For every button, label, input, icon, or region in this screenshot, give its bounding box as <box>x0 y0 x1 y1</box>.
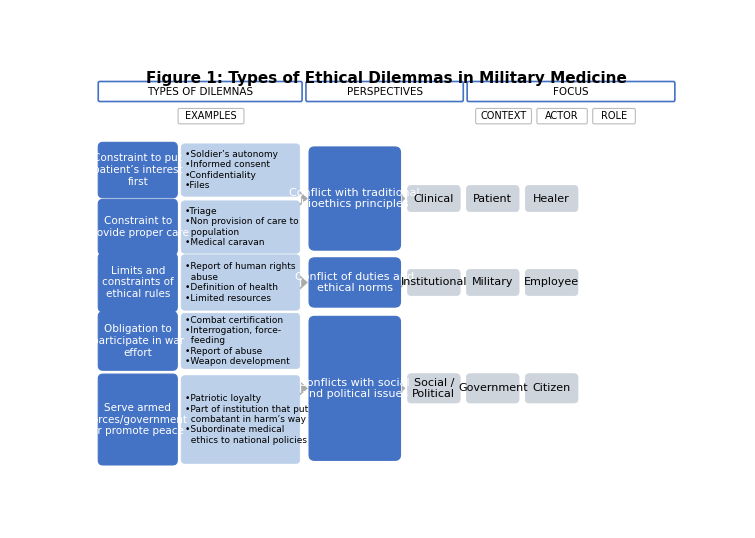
Polygon shape <box>396 274 405 291</box>
FancyBboxPatch shape <box>309 258 400 307</box>
FancyBboxPatch shape <box>306 81 464 102</box>
FancyBboxPatch shape <box>408 186 461 211</box>
Text: Obligation to
participate in war
effort: Obligation to participate in war effort <box>91 324 183 358</box>
Text: Government: Government <box>458 384 528 393</box>
Text: •Soldier’s autonomy
•Informed consent
•Confidentiality
•Files: •Soldier’s autonomy •Informed consent •C… <box>185 150 278 190</box>
Text: •Combat certification
•Interrogation, force-
  feeding
•Report of abuse
•Weapon : •Combat certification •Interrogation, fo… <box>185 316 290 366</box>
FancyBboxPatch shape <box>181 313 300 369</box>
Polygon shape <box>396 380 405 397</box>
Polygon shape <box>298 190 307 207</box>
Text: Constraint to put
patient’s interest
first: Constraint to put patient’s interest fir… <box>93 153 183 187</box>
FancyBboxPatch shape <box>408 270 461 295</box>
FancyBboxPatch shape <box>181 376 300 463</box>
FancyBboxPatch shape <box>309 316 400 461</box>
FancyBboxPatch shape <box>98 312 177 370</box>
FancyBboxPatch shape <box>98 143 177 198</box>
FancyBboxPatch shape <box>525 186 578 211</box>
Text: Citizen: Citizen <box>532 384 571 393</box>
FancyBboxPatch shape <box>467 374 519 403</box>
FancyBboxPatch shape <box>178 109 244 124</box>
FancyBboxPatch shape <box>476 109 532 124</box>
FancyBboxPatch shape <box>98 253 177 312</box>
Text: Conflict of duties and
ethical norms: Conflict of duties and ethical norms <box>295 272 414 293</box>
Text: ACTOR: ACTOR <box>545 111 579 121</box>
Text: ROLE: ROLE <box>601 111 627 121</box>
Text: FOCUS: FOCUS <box>553 87 589 96</box>
Text: Employee: Employee <box>524 278 579 287</box>
Text: CONTEXT: CONTEXT <box>480 111 527 121</box>
FancyBboxPatch shape <box>525 374 578 403</box>
FancyBboxPatch shape <box>181 201 300 253</box>
Polygon shape <box>396 190 405 207</box>
Polygon shape <box>298 274 307 291</box>
FancyBboxPatch shape <box>525 270 578 295</box>
Text: •Triage
•Non provision of care to
  population
•Medical caravan: •Triage •Non provision of care to popula… <box>185 207 299 247</box>
FancyBboxPatch shape <box>98 199 177 255</box>
Text: Figure 1: Types of Ethical Dilemmas in Military Medicine: Figure 1: Types of Ethical Dilemmas in M… <box>146 70 627 86</box>
Text: Serve armed
forces/government
or promote peace: Serve armed forces/government or promote… <box>88 403 187 436</box>
FancyBboxPatch shape <box>309 147 400 250</box>
FancyBboxPatch shape <box>181 144 300 196</box>
Text: Patient: Patient <box>473 194 512 203</box>
Text: Institutional: Institutional <box>401 278 467 287</box>
Text: •Report of human rights
  abuse
•Definition of health
•Limited resources: •Report of human rights abuse •Definitio… <box>185 263 295 302</box>
FancyBboxPatch shape <box>408 374 461 403</box>
Text: Military: Military <box>472 278 513 287</box>
FancyBboxPatch shape <box>467 186 519 211</box>
FancyBboxPatch shape <box>467 81 675 102</box>
FancyBboxPatch shape <box>467 270 519 295</box>
FancyBboxPatch shape <box>98 374 177 465</box>
FancyBboxPatch shape <box>593 109 635 124</box>
Text: •Patriotic loyalty
•Part of institution that put
  combatant in harm’s way
•Subo: •Patriotic loyalty •Part of institution … <box>185 394 308 445</box>
Text: EXAMPLES: EXAMPLES <box>185 111 237 121</box>
Text: Conflict with traditional
bioethics principles: Conflict with traditional bioethics prin… <box>289 188 420 209</box>
Text: Healer: Healer <box>533 194 570 203</box>
FancyBboxPatch shape <box>98 81 302 102</box>
Text: Social /
Political: Social / Political <box>412 378 455 399</box>
FancyBboxPatch shape <box>181 255 300 310</box>
Text: TYPES OF DILEMNAS: TYPES OF DILEMNAS <box>147 87 253 96</box>
Text: Constraint to
provide proper care: Constraint to provide proper care <box>86 216 190 238</box>
Text: Clinical: Clinical <box>414 194 454 203</box>
Text: PERSPECTIVES: PERSPECTIVES <box>347 87 423 96</box>
Text: Conflicts with social
and political issues: Conflicts with social and political issu… <box>300 378 410 399</box>
Polygon shape <box>298 380 307 397</box>
Text: Limits and
constraints of
ethical rules: Limits and constraints of ethical rules <box>102 266 174 299</box>
FancyBboxPatch shape <box>537 109 587 124</box>
